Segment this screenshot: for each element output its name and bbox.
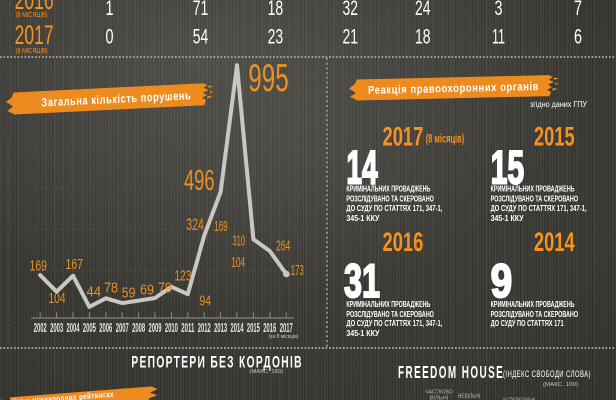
svg-text:2017: 2017: [280, 320, 293, 335]
svg-text:(ІНДЕКС СВОБОДИ СЛОВА): (ІНДЕКС СВОБОДИ СЛОВА): [503, 369, 591, 380]
svg-text:(за 8 місяців): (за 8 місяців): [269, 334, 299, 340]
svg-text:94: 94: [200, 294, 212, 310]
svg-text:2002: 2002: [34, 320, 47, 335]
svg-text:2014: 2014: [231, 320, 244, 335]
svg-text:18: 18: [415, 24, 431, 49]
svg-text:ВІЛЬНІ: ВІЛЬНІ: [430, 395, 449, 400]
svg-text:2008: 2008: [132, 320, 145, 335]
svg-text:2012: 2012: [198, 320, 211, 335]
svg-text:РЕПОРТЕРИ БЕЗ КОРДОНІВ: РЕПОРТЕРИ БЕЗ КОРДОНІВ: [131, 352, 302, 371]
svg-text:104: 104: [49, 291, 66, 307]
svg-text:(МАКС. 180): (МАКС. 180): [249, 369, 283, 375]
svg-text:2010: 2010: [165, 320, 178, 335]
svg-text:167: 167: [66, 257, 84, 273]
svg-text:169: 169: [30, 259, 48, 275]
svg-text:FREEDOM HOUSE: FREEDOM HOUSE: [398, 363, 504, 383]
svg-text:6: 6: [574, 24, 582, 49]
svg-text:(8 МІСЯЦІВ): (8 МІСЯЦІВ): [16, 48, 48, 55]
svg-text:345-1 ККУ: 345-1 ККУ: [346, 329, 379, 338]
svg-text:РОЗСЛІДУВАНО ТА СКЕРОВАНО: РОЗСЛІДУВАНО ТА СКЕРОВАНО: [491, 310, 578, 319]
svg-text:2014: 2014: [534, 227, 575, 257]
svg-text:ДО СУДУ ПО СТАТТЯХ 171: ДО СУДУ ПО СТАТТЯХ 171: [491, 319, 564, 328]
svg-text:2007: 2007: [116, 320, 129, 335]
svg-text:2016: 2016: [15, 0, 54, 15]
svg-text:32: 32: [342, 0, 358, 20]
svg-text:Реакція правоохоронних органів: Реакція правоохоронних органів: [368, 80, 539, 97]
svg-text:9: 9: [491, 254, 513, 307]
svg-text:згідно даних ГПУ: згідно даних ГПУ: [530, 100, 587, 109]
svg-text:14: 14: [346, 141, 377, 194]
svg-text:24: 24: [415, 0, 431, 20]
svg-text:79: 79: [158, 281, 172, 297]
svg-text:2015: 2015: [247, 320, 260, 335]
svg-text:Україна у міжнародних рейтинга: Україна у міжнародних рейтингах: [0, 389, 114, 400]
svg-text:ДО СУДУ ПО СТАТТЯХ 171, 347-1,: ДО СУДУ ПО СТАТТЯХ 171, 347-1,: [491, 204, 587, 213]
svg-text:2017: 2017: [15, 20, 54, 50]
svg-text:РОЗСЛІДУВАНО ТА СКЕРОВАНО: РОЗСЛІДУВАНО ТА СКЕРОВАНО: [346, 195, 434, 204]
svg-text:2015: 2015: [534, 122, 575, 152]
svg-text:КРИМІНАЛЬНИХ ПРОВАДЖЕНЬ: КРИМІНАЛЬНИХ ПРОВАДЖЕНЬ: [491, 300, 575, 309]
svg-text:123: 123: [175, 269, 192, 285]
svg-text:7: 7: [574, 0, 582, 20]
svg-text:2016: 2016: [263, 320, 276, 335]
svg-text:496: 496: [184, 165, 215, 197]
svg-text:104: 104: [231, 254, 245, 271]
svg-text:54: 54: [193, 24, 209, 49]
svg-text:21: 21: [342, 24, 358, 49]
svg-text:2011: 2011: [181, 320, 194, 335]
svg-text:КРИМІНАЛЬНИХ ПРОВАДЖЕНЬ: КРИМІНАЛЬНИХ ПРОВАДЖЕНЬ: [346, 300, 430, 309]
svg-text:1: 1: [106, 0, 114, 20]
svg-text:0: 0: [106, 24, 114, 49]
svg-text:ДО СУДУ ПО СТАТТЯХ 171, 347-1,: ДО СУДУ ПО СТАТТЯХ 171, 347-1,: [346, 319, 442, 328]
svg-text:71: 71: [193, 0, 209, 20]
svg-text:2009: 2009: [149, 320, 162, 335]
svg-text:2016: 2016: [383, 227, 424, 257]
svg-text:КРИМІНАЛЬНИХ ПРОВАДЖЕНЬ: КРИМІНАЛЬНИХ ПРОВАДЖЕНЬ: [346, 185, 430, 194]
svg-text:345-1 ККУ: 345-1 ККУ: [491, 214, 524, 223]
svg-text:995: 995: [248, 57, 288, 100]
svg-text:2017: 2017: [383, 122, 424, 152]
svg-text:23: 23: [268, 24, 284, 49]
svg-text:ДО СУДУ ПО СТАТТЯХ 171, 347-1,: ДО СУДУ ПО СТАТТЯХ 171, 347-1,: [346, 204, 442, 213]
svg-text:2004: 2004: [67, 320, 80, 335]
svg-text:РОЗСЛІДУВАНО ТА СКЕРОВАНО: РОЗСЛІДУВАНО ТА СКЕРОВАНО: [346, 310, 434, 319]
svg-text:РОЗСЛІДУВАНО ТА СКЕРОВАНО: РОЗСЛІДУВАНО ТА СКЕРОВАНО: [491, 195, 578, 204]
svg-text:ЧАСТКОВО ВІЛЬНІ: ЧАСТКОВО ВІЛЬНІ: [503, 397, 536, 400]
svg-text:15: 15: [491, 141, 525, 194]
svg-text:2013: 2013: [214, 320, 227, 335]
svg-text:173: 173: [291, 262, 304, 279]
svg-text:310: 310: [232, 232, 245, 249]
svg-text:324: 324: [186, 215, 204, 234]
svg-text:ЧАСТКОВО: ЧАСТКОВО: [425, 390, 453, 396]
svg-text:НЕВІЛЬНІ: НЕВІЛЬНІ: [458, 393, 481, 400]
svg-text:69: 69: [140, 282, 154, 298]
svg-text:31: 31: [344, 254, 380, 307]
svg-text:(8 МІСЯЦІВ): (8 МІСЯЦІВ): [16, 12, 48, 19]
svg-text:2006: 2006: [99, 320, 112, 335]
svg-text:44: 44: [87, 285, 102, 301]
svg-text:11: 11: [492, 24, 505, 49]
svg-text:264: 264: [276, 237, 290, 254]
svg-text:59: 59: [122, 286, 136, 302]
svg-text:КРИМІНАЛЬНИХ ПРОВАДЖЕНЬ: КРИМІНАЛЬНИХ ПРОВАДЖЕНЬ: [491, 185, 575, 194]
svg-text:(8 місяців): (8 місяців): [426, 134, 465, 146]
svg-text:2005: 2005: [83, 320, 96, 335]
svg-text:2003: 2003: [50, 320, 63, 335]
svg-text:18: 18: [268, 0, 284, 20]
svg-text:3: 3: [495, 0, 503, 20]
svg-text:345-1 ККУ: 345-1 ККУ: [346, 214, 379, 223]
svg-text:169: 169: [214, 218, 228, 235]
svg-text:78: 78: [104, 281, 118, 297]
svg-text:(МАКС. 100): (МАКС. 100): [543, 382, 578, 388]
